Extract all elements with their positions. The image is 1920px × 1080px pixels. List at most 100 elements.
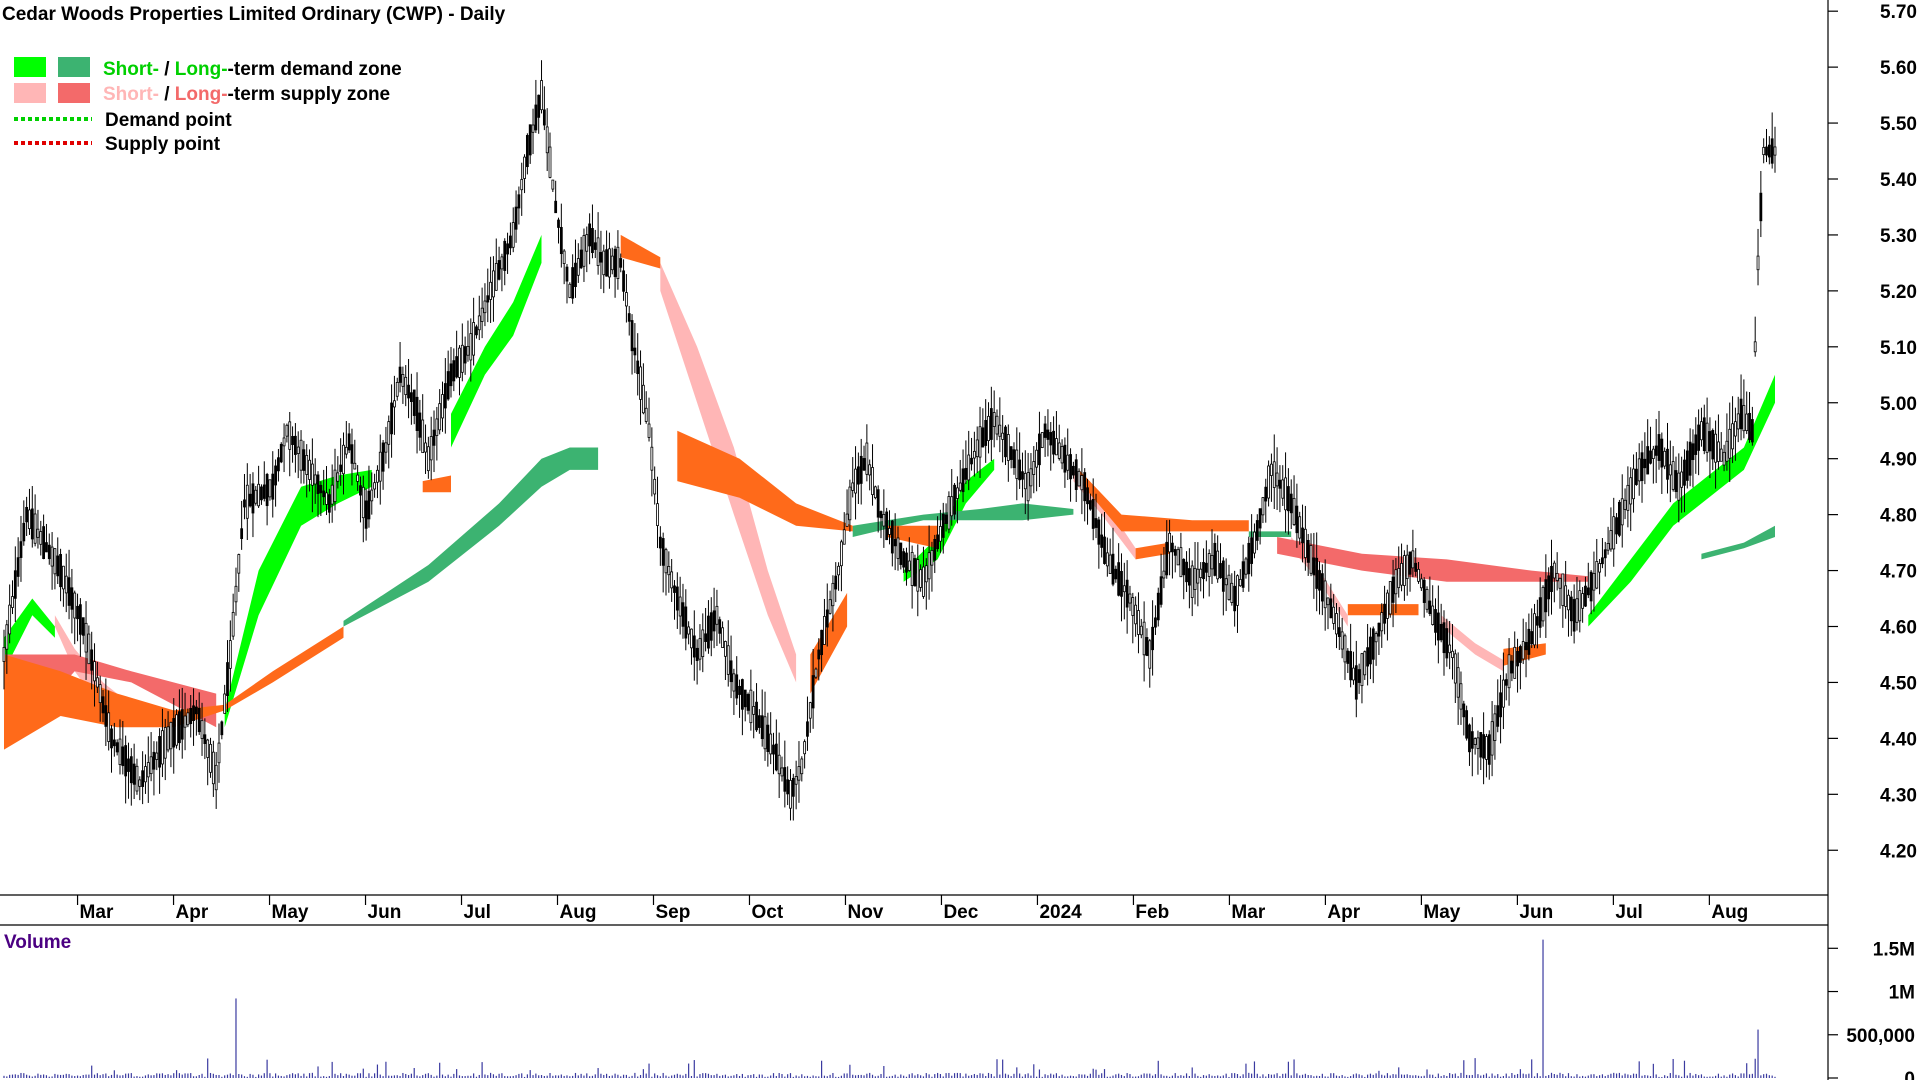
candle-body xyxy=(1168,532,1171,553)
date-tick-label: Apr xyxy=(1327,902,1360,923)
candle-body xyxy=(387,421,391,445)
orange-zone-band xyxy=(1135,542,1170,560)
candle-body xyxy=(1719,448,1723,462)
volume-bars xyxy=(3,939,1776,1078)
candle-body xyxy=(791,777,795,797)
candle-body xyxy=(848,486,852,521)
candle-body xyxy=(1272,461,1276,488)
date-tick-label: Jul xyxy=(464,902,491,923)
candle-body xyxy=(630,320,634,352)
candle-body xyxy=(1742,405,1746,432)
candle-body xyxy=(1558,578,1562,589)
candle-body xyxy=(695,647,699,662)
candle-body xyxy=(1275,472,1279,487)
candle-body xyxy=(1499,692,1502,718)
date-tick-label: May xyxy=(1423,902,1460,923)
candle-body xyxy=(336,472,340,482)
candle-body xyxy=(542,109,546,126)
candle-body xyxy=(291,436,294,445)
volume-axis-ticks: 1.5M 1M 500,000 0 xyxy=(1828,939,1915,1080)
candle-body xyxy=(896,537,900,559)
volume-tick-label: 1M xyxy=(1889,983,1915,1004)
candle-body xyxy=(562,250,566,264)
candle-body xyxy=(1261,497,1265,516)
candle-body xyxy=(1204,562,1208,573)
candle-body xyxy=(28,509,31,530)
candle-body xyxy=(1685,450,1689,481)
long-term-demand-zone-band xyxy=(1248,531,1292,537)
candle-body xyxy=(1476,737,1480,749)
candle-body xyxy=(446,371,450,400)
candle-body xyxy=(36,528,40,538)
candle-body xyxy=(1346,650,1350,664)
price-axis-ticks: 4.20 4.30 4.40 4.50 4.60 4.70 4.80 4.90 5.00 5.10… xyxy=(1828,2,1917,862)
candle-body xyxy=(865,442,869,475)
candle-body xyxy=(599,252,603,263)
candle-body xyxy=(551,179,555,190)
candle-body xyxy=(81,617,85,636)
candle-body xyxy=(678,596,682,617)
long-term-demand-zone-band xyxy=(852,503,1074,537)
price-tick-label: 5.70 xyxy=(1880,2,1917,23)
candle-body xyxy=(1748,412,1751,441)
candle-body xyxy=(1352,667,1355,681)
candle-body xyxy=(1550,565,1553,592)
candle-body xyxy=(627,313,631,322)
candle-body xyxy=(265,474,269,507)
candle-body xyxy=(774,743,778,771)
candle-body xyxy=(401,374,405,387)
candle-body xyxy=(206,739,210,758)
candle-body xyxy=(1077,470,1081,487)
candle-body xyxy=(178,711,181,744)
candle-body xyxy=(1487,734,1491,765)
candle-body xyxy=(1731,423,1734,450)
candle-body xyxy=(559,227,563,255)
candle-body xyxy=(715,605,719,625)
candle-body xyxy=(619,258,623,268)
candle-body xyxy=(783,767,787,792)
candle-body xyxy=(1700,421,1703,441)
candle-body xyxy=(1326,597,1330,606)
candle-body xyxy=(1015,449,1019,479)
candle-body xyxy=(1185,561,1188,583)
candle-body xyxy=(701,629,705,658)
candle-body xyxy=(1018,459,1022,481)
candle-body xyxy=(789,780,792,809)
candle-body xyxy=(1380,612,1384,632)
candle-body xyxy=(1586,587,1590,596)
candle-body xyxy=(1148,640,1152,669)
candle-body xyxy=(421,419,425,454)
candle-body xyxy=(1029,468,1033,487)
candle-body xyxy=(98,684,102,704)
candle-body xyxy=(1530,631,1534,645)
candle-body xyxy=(381,442,385,472)
candle-body xyxy=(842,529,846,545)
candle-body xyxy=(1623,499,1627,510)
candle-body xyxy=(1289,493,1293,514)
candle-body xyxy=(472,322,476,356)
candle-body xyxy=(893,538,897,547)
candle-body xyxy=(1303,528,1307,558)
candle-body xyxy=(62,565,65,590)
candle-body xyxy=(1612,516,1616,550)
candle-body xyxy=(1504,679,1508,686)
candle-body xyxy=(1363,651,1367,676)
candle-body xyxy=(1264,486,1268,502)
candle-body xyxy=(1649,450,1652,464)
candle-body xyxy=(984,420,988,446)
candle-body xyxy=(1683,459,1686,486)
candle-body xyxy=(656,503,659,526)
candle-body xyxy=(1482,734,1485,759)
candle-body xyxy=(33,513,37,544)
candle-body xyxy=(438,403,442,431)
candle-body xyxy=(1052,430,1055,455)
candle-body xyxy=(636,360,640,375)
candle-body xyxy=(1445,628,1449,659)
candle-body xyxy=(746,694,750,711)
candle-body xyxy=(1179,547,1183,578)
candle-body xyxy=(47,544,51,560)
candle-body xyxy=(1021,471,1024,480)
candle-body xyxy=(424,442,427,453)
candle-body xyxy=(1736,413,1740,430)
candle-body xyxy=(197,707,201,733)
